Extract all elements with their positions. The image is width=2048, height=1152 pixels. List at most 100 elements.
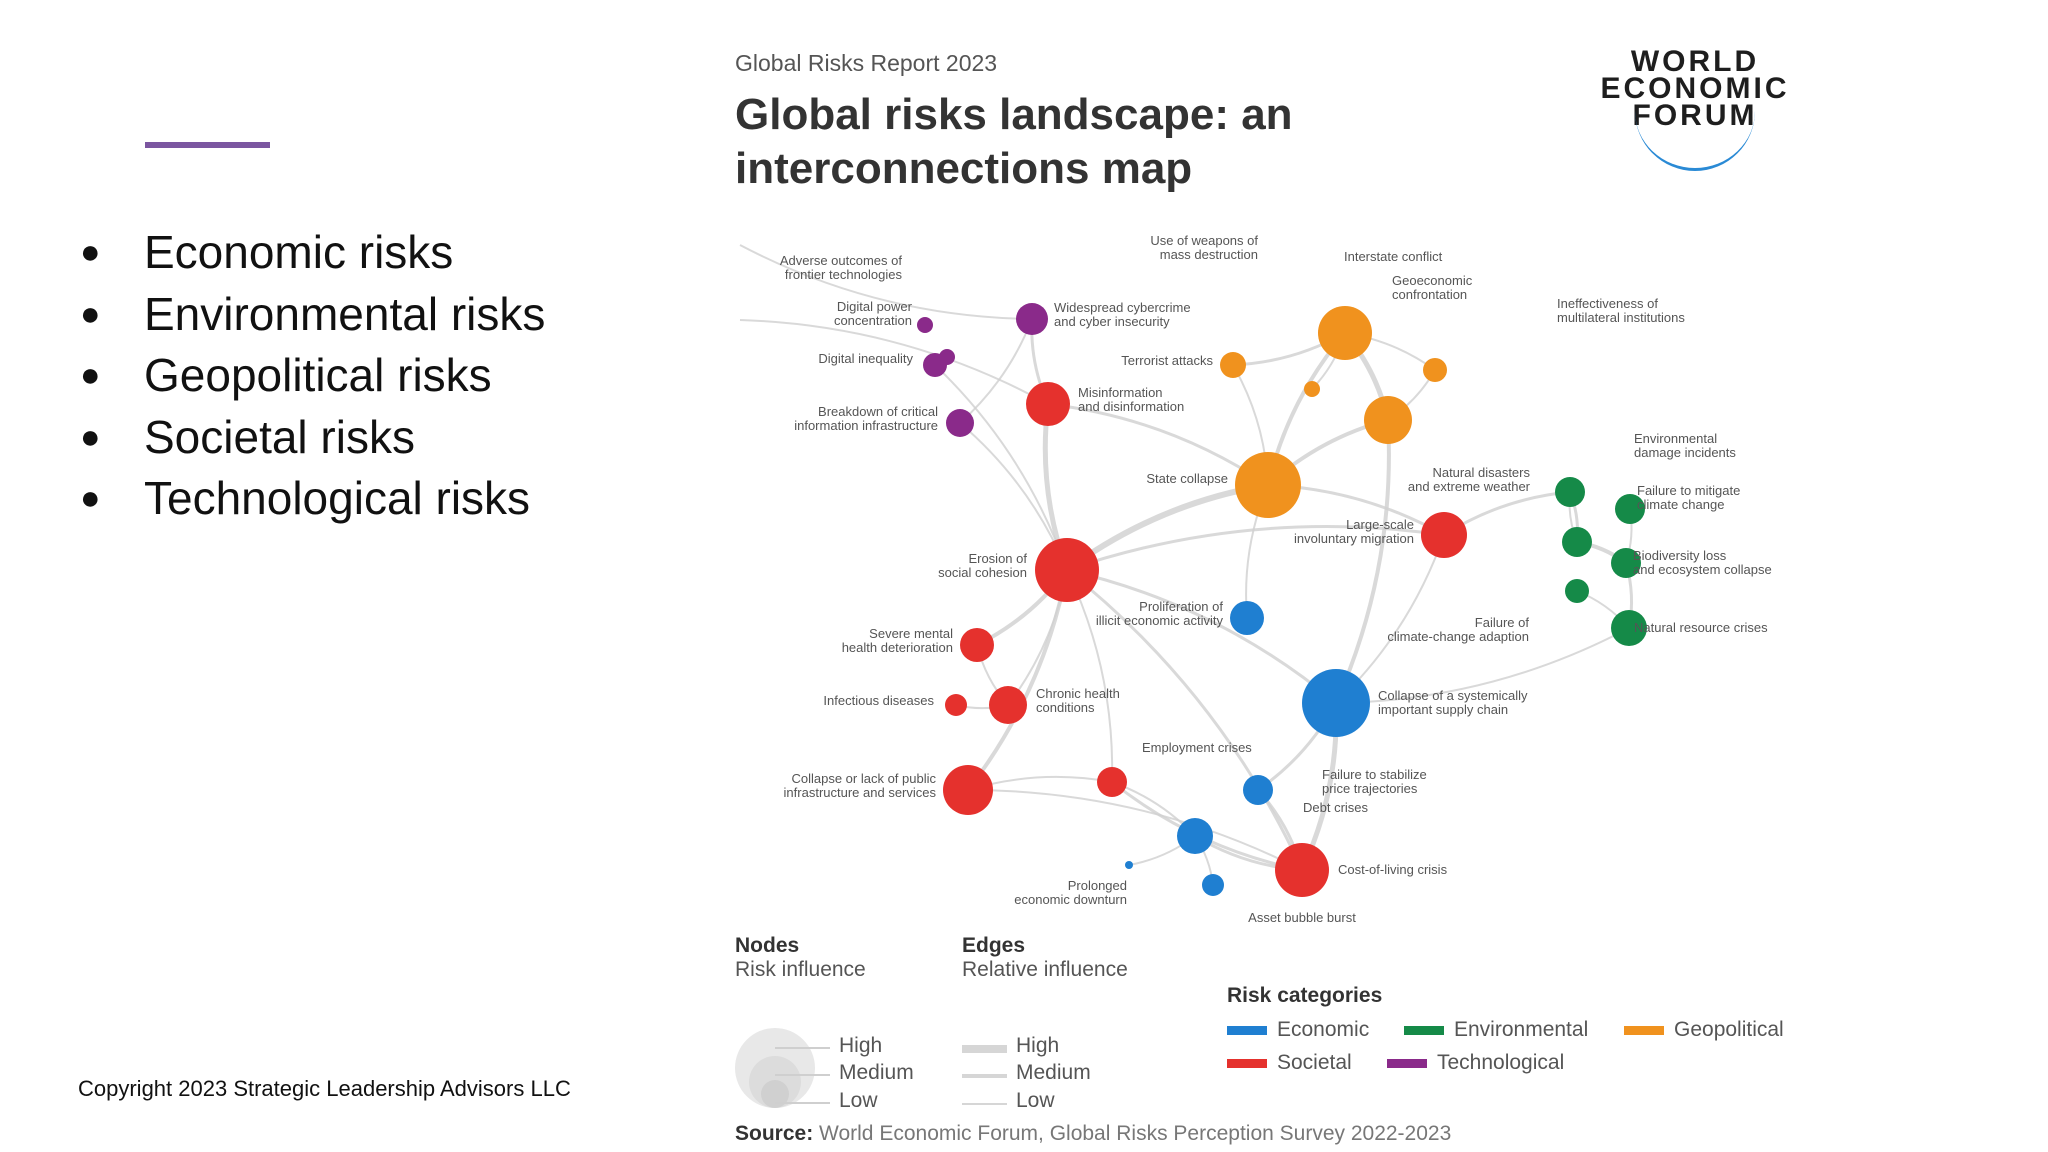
logo-arc-icon xyxy=(1635,108,1755,171)
map-edge xyxy=(959,318,1033,424)
risk-node-label: Collapse or lack of public infrastructure… xyxy=(784,771,937,800)
risk-node-natres xyxy=(1611,610,1647,646)
risk-node-infectious xyxy=(945,694,967,716)
category-societal: Societal xyxy=(1227,1051,1352,1075)
risk-label: Geopolitical risks xyxy=(144,349,492,401)
risk-node-label: Misinformation and disinformation xyxy=(1078,385,1184,414)
edge-weight-icon xyxy=(962,1045,1007,1105)
risk-node-label: State collapse xyxy=(1146,471,1228,486)
edges-legend-subtitle: Relative influence xyxy=(962,958,1128,981)
risk-node-label: Erosion of social cohesion xyxy=(938,551,1027,580)
risk-list: ● Economic risks ● Environmental risks ● Ge… xyxy=(70,222,545,530)
bullet-icon: ● xyxy=(80,417,101,456)
category-environmental: Environmental xyxy=(1404,1018,1588,1042)
size-medium-label: Medium xyxy=(839,1061,914,1084)
figure-title: Global risks landscape: an interconnecti… xyxy=(735,90,1293,193)
risk-node-cohesion xyxy=(1035,538,1099,602)
technological-swatch-icon xyxy=(1387,1058,1427,1068)
map-edge xyxy=(739,244,1033,320)
list-item: ● Technological risks xyxy=(70,468,545,530)
risk-node-supplychain xyxy=(1302,669,1370,737)
category-economic: Economic xyxy=(1227,1018,1369,1042)
list-item: ● Economic risks xyxy=(70,222,545,284)
risk-node-label: Large-scale involuntary migration xyxy=(1294,517,1414,546)
risk-label: Economic risks xyxy=(144,226,454,278)
risk-label: Technological risks xyxy=(144,472,531,524)
risk-node-cybercrime xyxy=(1016,303,1048,335)
risk-node-label: Cost-of-living crisis xyxy=(1338,862,1448,877)
risk-node-label: Environmental damage incidents xyxy=(1634,431,1736,460)
risk-node-label: Severe mental health deterioration xyxy=(842,626,953,655)
risk-map-figure: Global Risks Report 2023 Global risks la… xyxy=(715,40,1815,1152)
risk-node-label: Interstate conflict xyxy=(1344,249,1443,264)
list-item: ● Geopolitical risks xyxy=(70,345,545,407)
risk-node-label: Proliferation of illicit economic activit… xyxy=(1096,599,1224,628)
interconnections-map: Adverse outcomes of frontier technologies… xyxy=(739,233,1772,925)
size-high-label: High xyxy=(839,1034,883,1057)
wef-logo: WORLD ECONOMIC FORUM xyxy=(1595,47,1795,171)
economic-swatch-icon xyxy=(1227,1025,1267,1035)
risk-node-costliving xyxy=(1275,843,1329,897)
risk-node-label: Breakdown of critical information infrast… xyxy=(794,404,938,433)
risk-node-label: Geoeconomic confrontation xyxy=(1392,273,1473,302)
map-edge xyxy=(739,319,1049,405)
risk-node-label: Natural disasters and extreme weather xyxy=(1408,465,1531,494)
category-label: Societal xyxy=(1277,1051,1352,1074)
risk-node-label: Widespread cybercrime and cyber insecurit… xyxy=(1054,300,1191,329)
size-low-label: Low xyxy=(839,1089,878,1112)
risk-node-label: Digital inequality xyxy=(818,351,913,366)
risk-node-label: Infectious diseases xyxy=(823,693,934,708)
risk-node-label: Digital power concentration xyxy=(834,299,913,328)
risk-node-natdis xyxy=(1555,477,1585,507)
edge-low-label: Low xyxy=(1016,1089,1055,1112)
risk-node-downturn xyxy=(1125,861,1133,869)
risk-node-label: Natural resource crises xyxy=(1634,620,1768,635)
bullet-icon: ● xyxy=(80,356,101,394)
category-geopolitical: Geopolitical xyxy=(1624,1018,1784,1042)
geopolitical-swatch-icon xyxy=(1624,1025,1664,1035)
bullet-icon: ● xyxy=(80,479,101,517)
risk-node-bubble xyxy=(1202,874,1224,896)
risk-node-statecollapse xyxy=(1235,452,1301,518)
risk-node-infra xyxy=(943,765,993,815)
category-label: Geopolitical xyxy=(1674,1018,1784,1041)
edges-legend-title: Edges xyxy=(962,934,1026,957)
edges-legend: Edges Relative influence xyxy=(962,934,1128,982)
nodes-legend: Nodes Risk influence xyxy=(735,934,866,982)
map-edge xyxy=(1066,568,1337,705)
risk-node-chronic xyxy=(989,686,1027,724)
nodes-legend-title: Nodes xyxy=(735,934,800,957)
risk-node-misinfo xyxy=(1026,382,1070,426)
risk-node-debt xyxy=(1177,818,1213,854)
categories-legend: Risk categories Economic Environmental G… xyxy=(1227,984,1807,1104)
risk-node-employment xyxy=(1097,767,1127,797)
risk-node-label: Ineffectiveness of multilateral instituti… xyxy=(1557,296,1685,325)
copyright-text: Copyright 2023 Strategic Leadership Advi… xyxy=(78,1076,571,1101)
node-size-icon xyxy=(735,1028,830,1108)
map-nodes xyxy=(917,303,1647,897)
risk-node-label: Adverse outcomes of frontier technologies xyxy=(780,253,903,282)
risk-node-label: Employment crises xyxy=(1142,740,1252,755)
risk-node-price xyxy=(1243,775,1273,805)
category-label: Economic xyxy=(1277,1018,1370,1041)
map-edge xyxy=(1335,627,1630,704)
bullet-icon: ● xyxy=(80,233,101,271)
map-edge xyxy=(1066,568,1304,871)
risk-node-diginequal xyxy=(923,353,947,377)
list-item: ● Societal risks xyxy=(70,407,545,469)
risk-node-adverse xyxy=(917,317,933,333)
risk-node-wmd xyxy=(1304,381,1320,397)
risk-node-label: Debt crises xyxy=(1303,800,1369,815)
societal-swatch-icon xyxy=(1227,1058,1267,1068)
risk-node-label: Chronic health conditions xyxy=(1036,686,1120,715)
risk-node-mitigate xyxy=(1562,527,1592,557)
map-edge xyxy=(1334,419,1391,704)
map-edge xyxy=(966,569,1069,792)
risk-node-multilat xyxy=(1423,358,1447,382)
risk-node-adapt xyxy=(1565,579,1589,603)
categories-legend-title: Risk categories xyxy=(1227,984,1383,1007)
figure-source: Source: World Economic Forum, Global Ris… xyxy=(735,1122,1451,1146)
edge-high-label: High xyxy=(1016,1034,1060,1057)
risk-node-label: Failure to stabilize price trajectories xyxy=(1322,767,1427,796)
risk-node-label: Failure of climate-change adaption xyxy=(1387,615,1529,644)
